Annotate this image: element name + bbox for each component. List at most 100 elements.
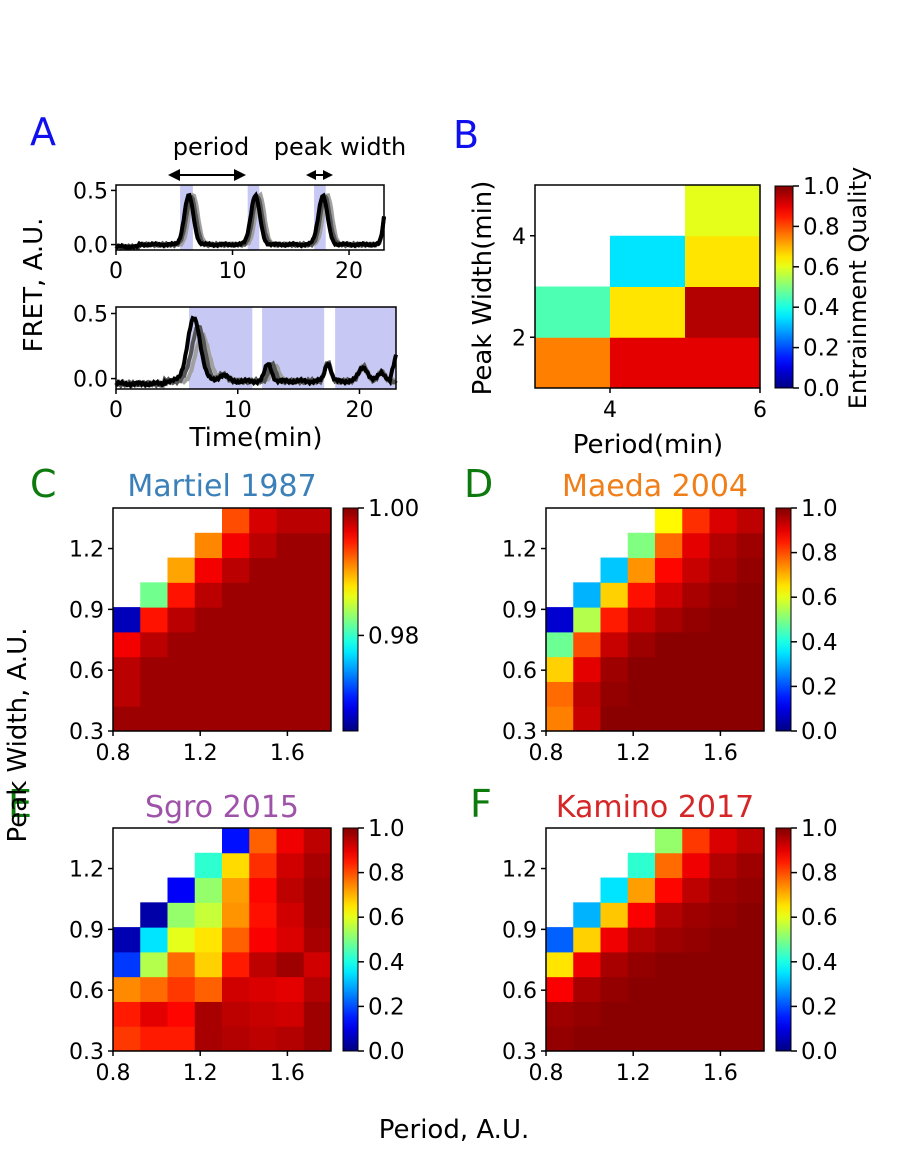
- heatmap-cell: [709, 927, 738, 953]
- heatmap-cell: [140, 927, 168, 953]
- heatmap-cell: [303, 631, 332, 658]
- heatmap-cell: [573, 976, 601, 1002]
- panel-letter-a: A: [30, 110, 56, 154]
- heatmap-cell: [249, 902, 277, 928]
- panel-b-cbar-tick: 1.0: [803, 174, 840, 200]
- panel-d-cbar-tick: 0.8: [801, 541, 838, 567]
- panel-e-cbar-tick: 0.2: [368, 994, 405, 1020]
- heatmap-cell: [600, 631, 629, 658]
- heatmap-cell: [600, 607, 629, 633]
- annotation-period: period: [173, 133, 249, 161]
- heatmap-cell: [167, 557, 196, 583]
- heatmap-cell: [709, 902, 738, 928]
- panel-letter-e: E: [8, 782, 32, 826]
- trace-xtick: 10: [224, 398, 252, 423]
- heatmap-cell: [546, 681, 574, 707]
- heatmap-cell: [249, 557, 277, 583]
- trace-ytick: 0.0: [73, 234, 108, 259]
- heatmap-cell: [709, 656, 738, 682]
- heatmap-cell: [600, 976, 629, 1002]
- heatmap-cell: [276, 877, 305, 903]
- heatmap-cell: [535, 286, 611, 338]
- heatmap-cell: [546, 1026, 574, 1052]
- heatmap-ytick: 0.6: [69, 979, 104, 1004]
- heatmap-cell: [249, 951, 277, 978]
- heatmap-cell: [573, 656, 601, 682]
- heatmap-cell: [546, 607, 574, 633]
- heatmap-cell: [249, 927, 277, 953]
- panel-d-cbar-tick: 0.4: [801, 630, 838, 656]
- heatmap-b-ytick: 4: [512, 225, 526, 250]
- heatmap-xtick: 1.6: [703, 741, 738, 766]
- heatmap-cell: [222, 902, 250, 928]
- panel-e-cbar-tick: 1.0: [368, 816, 405, 842]
- heatmap-d: 0.8 1.2 1.6 0.3 0.6 0.9 1.2 0.0 0.2 0.4 0.6 0.8 1.0: [502, 496, 838, 766]
- heatmap-cell: [655, 681, 683, 707]
- heatmap-cell: [167, 582, 196, 608]
- heatmap-cell: [249, 607, 277, 633]
- heatmap-cell: [303, 1001, 332, 1027]
- heatmap-xtick: 1.2: [616, 741, 651, 766]
- heatmap-cell: [276, 951, 305, 978]
- heatmap-cell: [709, 607, 738, 633]
- heatmap-ytick: 0.9: [502, 918, 537, 943]
- heatmap-cell: [303, 681, 332, 707]
- heatmap-cell: [546, 706, 574, 732]
- heatmap-cell: [303, 852, 332, 879]
- heatmap-cell: [249, 976, 277, 1002]
- heatmap-cell: [627, 532, 656, 559]
- heatmap-cell: [303, 557, 332, 583]
- heatmap-cell: [610, 235, 686, 287]
- heatmap-cell: [222, 508, 250, 534]
- heatmap-cell: [736, 927, 765, 953]
- heatmap-cell: [709, 508, 738, 534]
- heatmap-cell: [627, 852, 656, 879]
- fret-series-line: [115, 191, 386, 251]
- heatmap-cell: [276, 557, 305, 583]
- heatmap-cell: [249, 631, 277, 658]
- panel-b-cbar-tick: 0.6: [803, 255, 840, 281]
- heatmap-cell: [167, 927, 196, 953]
- heatmap-cell: [222, 631, 250, 658]
- heatmap-cell: [167, 706, 196, 732]
- heatmap-xtick: 0.8: [529, 1061, 564, 1086]
- heatmap-cell: [655, 976, 683, 1002]
- heatmap-cell: [303, 828, 332, 854]
- heatmap-cell: [682, 877, 710, 903]
- heatmap-cell: [303, 656, 332, 682]
- panel-e-cbar-tick: 0.0: [368, 1039, 405, 1065]
- heatmap-ytick: 0.9: [69, 918, 104, 943]
- heatmap-xtick: 0.8: [529, 741, 564, 766]
- heatmap-cell: [682, 557, 710, 583]
- period-arrow: [168, 169, 246, 181]
- heatmap-cell: [600, 656, 629, 682]
- heatmap-cell: [627, 681, 656, 707]
- panel-b-cbar-tick: 0.0: [803, 376, 840, 402]
- heatmap-cell: [140, 706, 168, 732]
- heatmap-xtick: 0.8: [96, 1061, 131, 1086]
- panel-f-colorbar: [775, 827, 792, 1052]
- heatmap-cell: [546, 976, 574, 1002]
- heatmap-cell: [736, 631, 765, 658]
- heatmap-cell: [682, 706, 710, 732]
- heatmap-cell: [167, 656, 196, 682]
- panel-f-cbar-tick: 0.6: [801, 905, 838, 931]
- heatmap-cell: [222, 706, 250, 732]
- heatmap-cell: [276, 706, 305, 732]
- heatmap-cell: [682, 508, 710, 534]
- panel-c-cbar-tick: 0.98: [368, 623, 419, 649]
- heatmap-ytick: 1.2: [69, 858, 104, 883]
- heatmap-cell: [655, 951, 683, 978]
- panel-e-cbar-tick: 0.4: [368, 950, 405, 976]
- heatmap-cell: [303, 877, 332, 903]
- heatmap-cell: [709, 1001, 738, 1027]
- heatmap-cell: [194, 631, 223, 658]
- heatmap-cell: [546, 951, 574, 978]
- heatmap-cell: [682, 1026, 710, 1052]
- heatmap-cell: [222, 656, 250, 682]
- panel-e-cbar-tick: 0.8: [368, 861, 405, 887]
- trace-xtick: 20: [335, 259, 363, 284]
- heatmap-c: 0.8 1.2 1.6 0.3 0.6 0.9 1.2 0.98 1.00: [69, 496, 419, 766]
- heatmap-cell: [113, 656, 141, 682]
